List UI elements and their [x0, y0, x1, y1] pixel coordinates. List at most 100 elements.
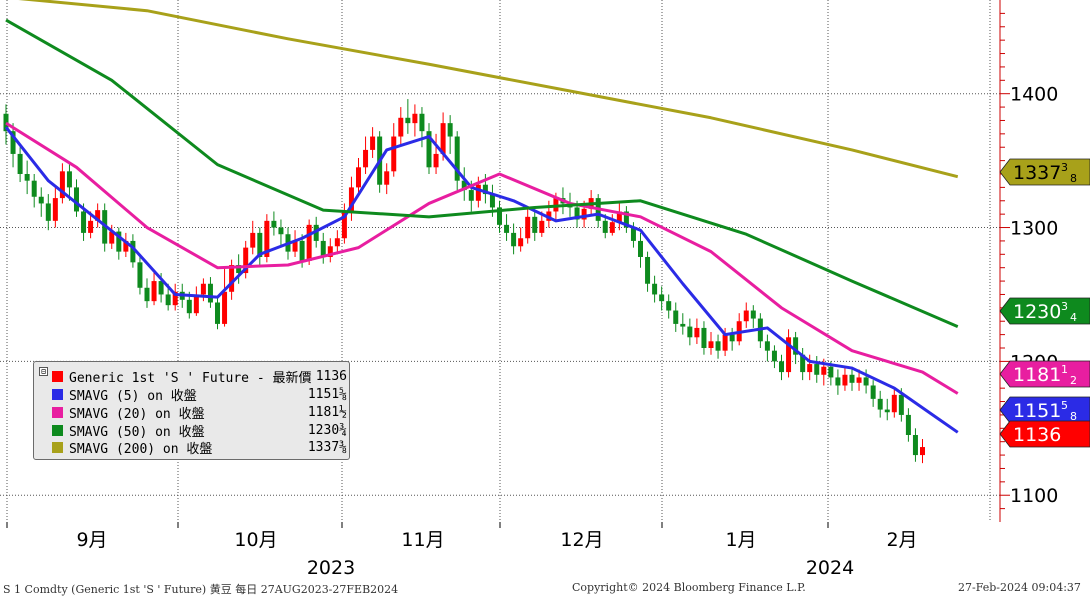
legend-swatch — [52, 389, 63, 400]
candle-body — [807, 364, 813, 373]
candle-body — [320, 240, 326, 257]
candle-body — [370, 136, 376, 150]
candle-body — [3, 113, 9, 132]
moving-average-line — [5, 121, 959, 395]
candle-body — [116, 231, 122, 252]
candle-body — [863, 377, 869, 386]
candle-body — [786, 337, 792, 373]
price-tag — [999, 420, 1090, 448]
candle-body — [391, 136, 397, 172]
candle-body — [207, 283, 213, 303]
y-tick-label: 1300 — [1010, 218, 1058, 240]
legend-collapse-icon[interactable]: ⊟ — [39, 367, 48, 376]
price-tag-fraction-denominator: 4 — [1070, 311, 1077, 324]
candle-body — [45, 203, 51, 221]
candle-body — [130, 240, 136, 263]
candle-body — [384, 171, 390, 185]
candle-body — [158, 281, 164, 295]
candle-body — [271, 220, 277, 228]
candle-body — [821, 366, 827, 375]
candle-body — [532, 216, 538, 233]
candle-body — [743, 310, 749, 322]
candle-body — [482, 184, 488, 195]
legend-series-value: 1337⅜ — [307, 440, 347, 455]
candle-body — [489, 194, 495, 208]
candle-body — [687, 326, 693, 338]
x-tick-label: 1月 — [725, 529, 756, 551]
candle-body — [172, 291, 178, 306]
candle-body — [17, 153, 23, 174]
legend-item: SMAVG (20) on 收盤 1181½ — [52, 404, 347, 422]
price-tag — [999, 360, 1090, 388]
candle-body — [771, 350, 777, 362]
candle-body — [920, 447, 925, 456]
candle-body — [616, 211, 622, 223]
candle-body — [504, 224, 510, 233]
candle-body — [842, 374, 848, 386]
legend-swatch — [52, 371, 63, 382]
candle-body — [88, 220, 94, 233]
price-tag — [999, 297, 1090, 325]
candle-body — [729, 334, 735, 342]
candle-body — [186, 299, 192, 314]
candle-body — [630, 227, 636, 241]
candle-body — [511, 232, 517, 247]
footer-timestamp: 27-Feb-2024 09:04:37 — [958, 581, 1081, 594]
candle-body — [518, 238, 524, 247]
price-tag-fraction-denominator: 2 — [1070, 374, 1077, 387]
candle-body — [278, 227, 284, 235]
candle-body — [764, 341, 770, 351]
chart-legend: ⊟ Generic 1st 'S ' Future - 最新價 1136 SMA… — [33, 361, 350, 460]
x-tick-label: 10月 — [234, 529, 277, 551]
legend-series-name: SMAVG (200) on 收盤 — [69, 442, 213, 457]
candle-body — [905, 414, 911, 435]
candle-body — [243, 247, 249, 274]
candle-body — [264, 220, 270, 257]
candle-body — [750, 310, 756, 319]
candle-body — [398, 117, 404, 137]
candle-body — [334, 238, 340, 247]
candle-body — [666, 301, 672, 311]
candle-body — [306, 224, 312, 261]
legend-swatch — [52, 425, 63, 436]
candle-body — [497, 207, 502, 225]
candle-body — [659, 294, 665, 302]
candle-body — [419, 113, 425, 132]
candle-body — [24, 174, 30, 181]
legend-series-value: 1230¾ — [307, 423, 347, 438]
legend-series-value: 1151⅝ — [307, 387, 347, 402]
candle-body — [95, 210, 101, 221]
candle-body — [327, 246, 333, 257]
legend-series-name: SMAVG (5) on 收盤 — [69, 389, 197, 404]
moving-average-line — [4, 126, 959, 434]
price-tag-fraction-numerator: 3 — [1061, 161, 1068, 174]
legend-item: SMAVG (5) on 收盤 1151⅝ — [52, 386, 347, 404]
candle-body — [638, 240, 643, 257]
candle-body — [609, 222, 615, 233]
y-tick-label: 1100 — [1010, 485, 1058, 507]
price-tag-fraction-denominator: 8 — [1070, 410, 1077, 423]
candle-body — [779, 361, 784, 373]
candle-body — [694, 327, 700, 338]
candle-body — [539, 220, 545, 233]
candle-body — [356, 167, 361, 188]
candle-body — [652, 283, 658, 295]
candle-body — [123, 240, 129, 252]
price-chart: 14001300120011009月10月11月12月1月2月202320241… — [0, 0, 1090, 579]
candle-body — [59, 171, 65, 199]
price-tag-fraction-numerator: 5 — [1061, 399, 1068, 412]
candle-body — [715, 341, 721, 351]
legend-swatch — [52, 442, 63, 453]
price-tag-label: 1151 — [1013, 400, 1061, 422]
candle-body — [574, 207, 580, 220]
candle-body — [461, 180, 467, 191]
candle-body — [236, 265, 242, 274]
candle-body — [701, 327, 707, 348]
candle-body — [250, 232, 256, 248]
legend-item: Generic 1st 'S ' Future - 最新價 1136 — [52, 368, 347, 386]
candle-body — [52, 198, 58, 221]
x-tick-label: 11月 — [401, 529, 444, 551]
candle-body — [405, 117, 411, 124]
candle-body — [440, 123, 446, 154]
x-tick-label: 9月 — [76, 529, 107, 551]
